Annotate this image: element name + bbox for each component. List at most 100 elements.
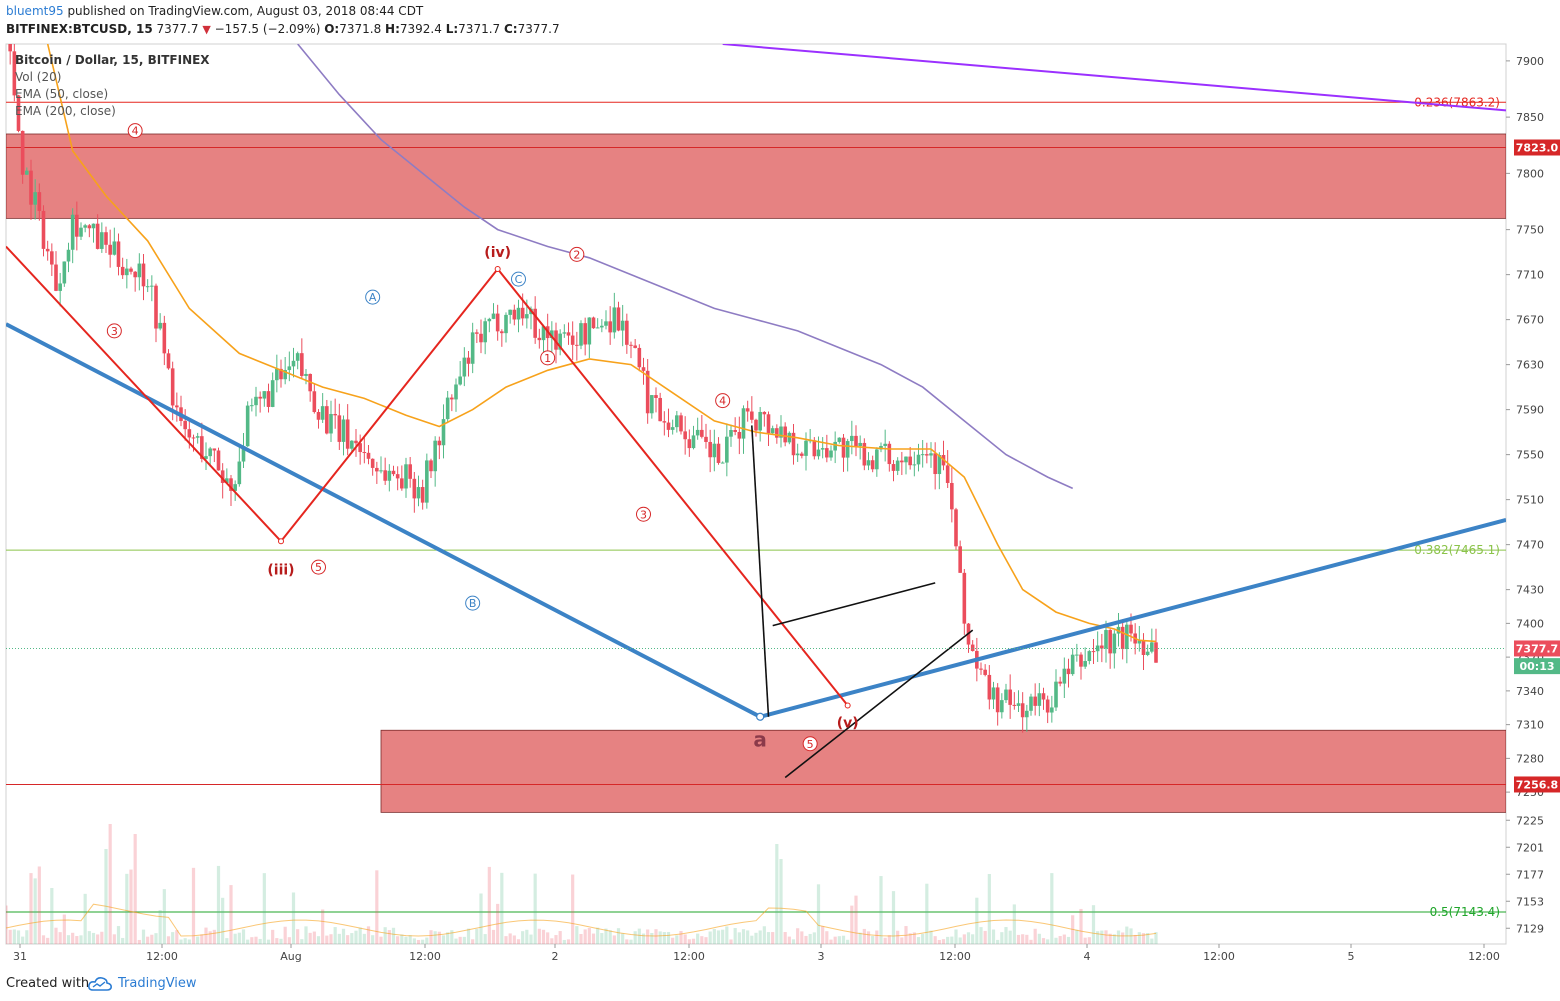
candle-body	[41, 210, 46, 249]
published-text: published on TradingView.com, August 03,…	[67, 4, 424, 18]
y-tick-label: 7340	[1516, 685, 1544, 698]
candle-body	[683, 431, 687, 440]
candle-body	[645, 370, 650, 414]
candle-body	[775, 428, 779, 438]
x-tick-label: 12:00	[1468, 950, 1500, 963]
candle-body	[29, 170, 33, 205]
volume-bar	[283, 926, 287, 944]
candle-body	[450, 397, 454, 400]
volume-bar	[491, 929, 496, 944]
candle-body	[1070, 654, 1075, 675]
candle-body	[287, 366, 292, 371]
volume-bar	[983, 930, 987, 944]
volume-bar	[966, 932, 971, 944]
x-tick-label: 12:00	[1203, 950, 1235, 963]
candle-body	[537, 337, 542, 341]
candle-body	[695, 429, 700, 436]
candle-body	[479, 333, 483, 343]
volume-bar	[787, 936, 791, 944]
x-tick-label: 31	[13, 950, 27, 963]
candle-body	[1066, 668, 1071, 675]
volume-bar	[237, 932, 241, 944]
candle-body	[79, 227, 83, 237]
legend-ema50[interactable]: EMA (50, close)	[15, 87, 109, 101]
candle-body	[1091, 651, 1096, 653]
price-tag	[1514, 640, 1560, 657]
candle-body	[383, 470, 387, 481]
candle-body	[366, 452, 371, 459]
y-tick-label: 7280	[1516, 752, 1544, 765]
volume-bar	[254, 936, 258, 944]
candle-body	[520, 307, 525, 319]
volume-bar	[71, 932, 75, 944]
candle-body	[1083, 661, 1087, 667]
candle-body	[320, 406, 325, 420]
legend-ema200[interactable]: EMA (200, close)	[15, 104, 116, 118]
volume-bar	[846, 939, 850, 944]
candle-body	[500, 331, 504, 334]
volume-bar	[508, 933, 512, 944]
candle-body	[58, 283, 62, 291]
candle-body	[262, 391, 267, 399]
volume-bar	[725, 926, 729, 944]
candle-body	[1108, 630, 1112, 654]
candle-body	[225, 478, 229, 483]
candle-body	[675, 415, 679, 428]
volume-bar	[1012, 904, 1016, 944]
volume-bar	[262, 873, 266, 944]
candle-body	[929, 453, 933, 456]
volume-bar	[150, 934, 154, 944]
volume-bar	[1154, 932, 1158, 944]
wave-label-circle	[311, 559, 326, 575]
candle-body	[220, 470, 225, 483]
volume-bar	[721, 929, 725, 944]
candle-body	[20, 130, 25, 175]
candle-body	[987, 674, 992, 700]
candle-body	[1112, 633, 1117, 654]
tradingview-link[interactable]: TradingView	[118, 976, 197, 991]
wave-label-(iii): (iii)	[267, 562, 294, 578]
candle-body	[983, 669, 987, 675]
volume-bar	[12, 929, 16, 944]
candle-body	[129, 268, 133, 272]
candle-body	[441, 419, 446, 446]
legend-vol[interactable]: Vol (20)	[15, 70, 62, 84]
high-label: H:	[385, 22, 400, 36]
candle-body	[229, 478, 233, 491]
wave-label-circle	[715, 393, 731, 409]
candle-body	[25, 170, 29, 175]
tradingview-cloud-icon[interactable]	[88, 976, 112, 992]
volume-bar	[516, 939, 521, 944]
volume-bar	[908, 933, 912, 944]
volume-bar	[287, 937, 291, 944]
candle-body	[162, 322, 167, 354]
candle-body	[883, 443, 887, 446]
candle-body	[362, 452, 367, 454]
volume-bar	[66, 935, 71, 944]
candle-body	[54, 264, 58, 291]
volume-bar	[258, 938, 262, 944]
volume-bar	[866, 931, 871, 944]
candle-body	[620, 320, 625, 331]
volume-bar	[937, 939, 941, 944]
volume-bar	[629, 939, 633, 944]
y-tick-label: 7310	[1516, 719, 1544, 732]
volume-bar	[1104, 930, 1108, 944]
candle-body	[187, 429, 192, 438]
volume-bar	[825, 931, 829, 944]
author-name[interactable]: bluemt95	[6, 4, 64, 18]
volume-bar	[1091, 905, 1096, 944]
volume-bar	[791, 939, 796, 944]
volume-bar	[671, 937, 675, 944]
volume-bar	[1004, 927, 1008, 944]
candle-body	[233, 484, 237, 491]
volume-bar	[354, 930, 358, 944]
price-chart[interactable]: 0.236(7863.2) 0.382(7465.1) 0.5(7143.4) 4 3 (…	[0, 0, 1560, 968]
volume-bar	[771, 932, 775, 944]
last-price: 7377.7	[156, 22, 199, 36]
created-with-text: Created with	[6, 976, 90, 991]
volume-bar	[896, 930, 900, 944]
volume-bar	[950, 936, 954, 944]
candle-body	[408, 464, 412, 479]
candle-body	[291, 360, 296, 367]
